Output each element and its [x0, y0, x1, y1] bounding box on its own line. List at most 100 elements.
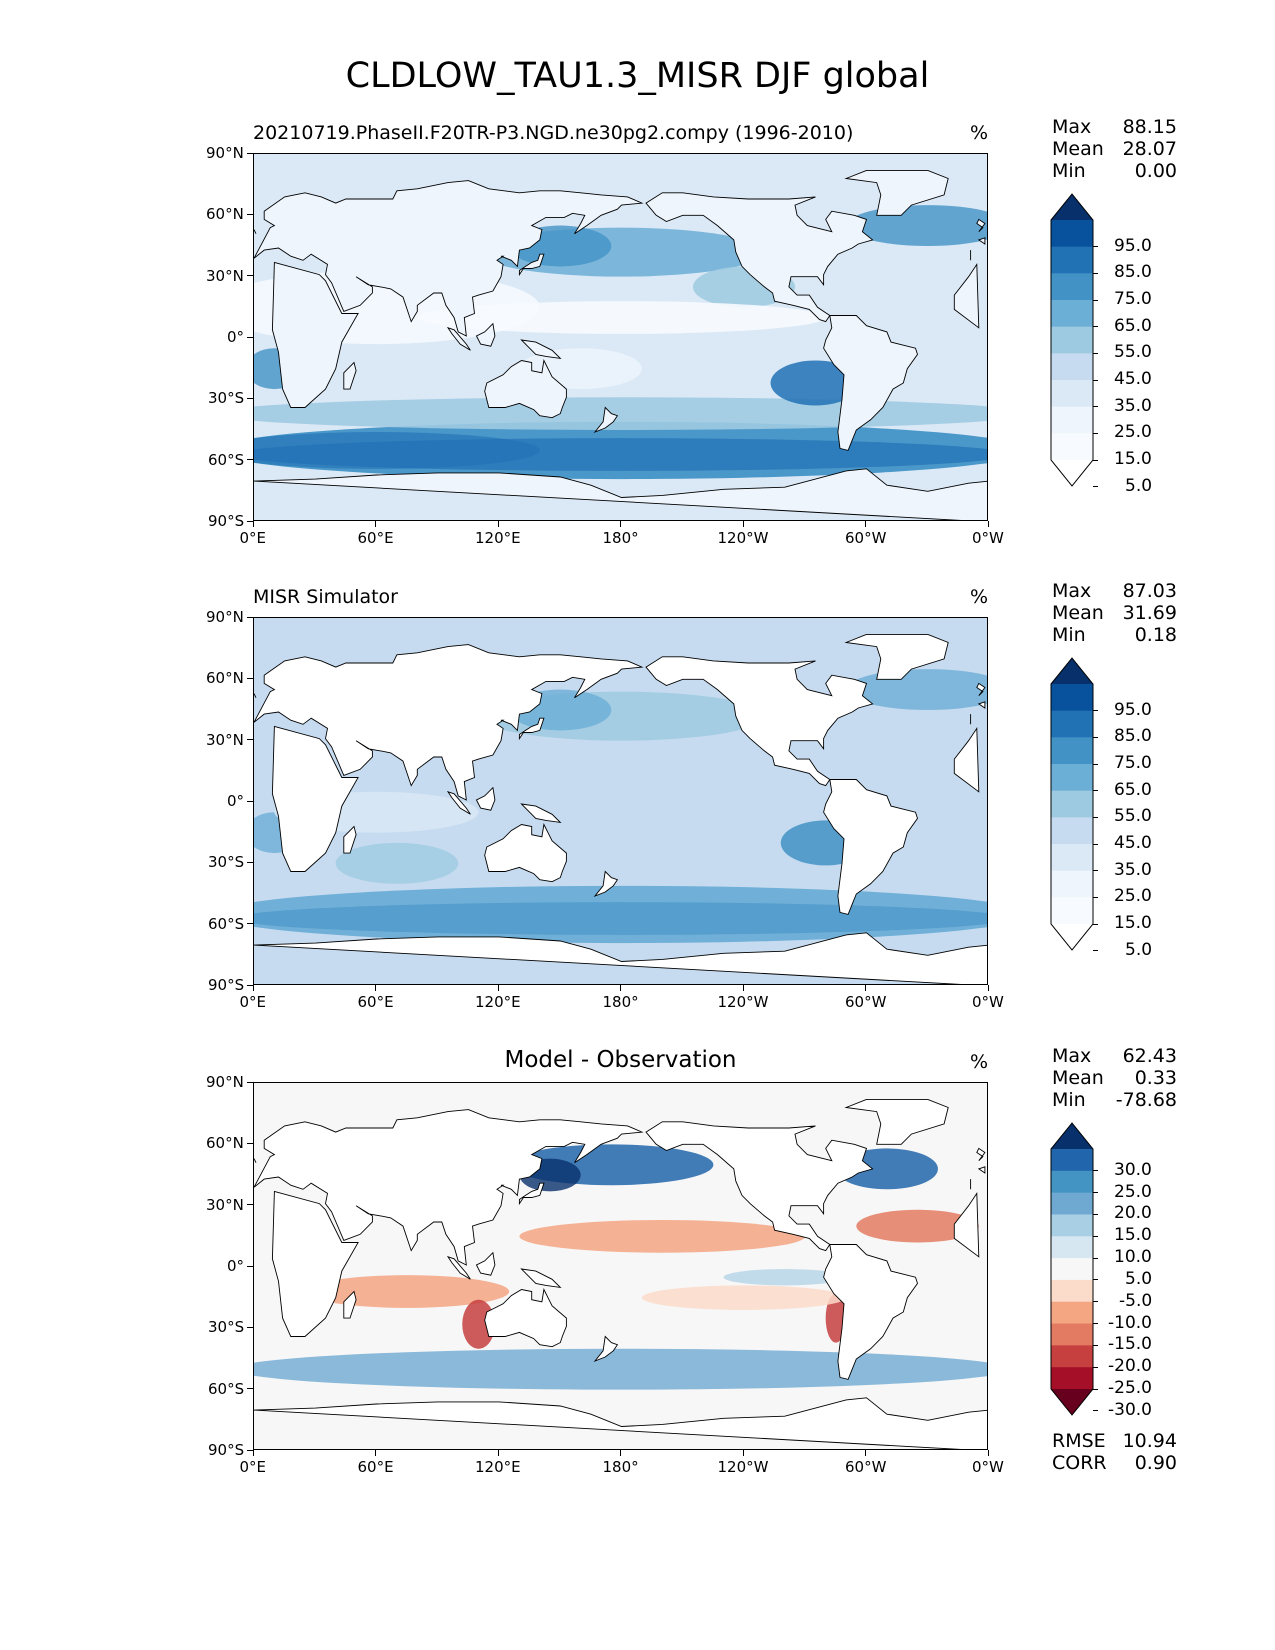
stat-label: Mean [1052, 602, 1104, 624]
colorbar-tick-label: 45.0 [1114, 369, 1152, 389]
stat-label: Min [1052, 160, 1086, 182]
x-tick-label: 0°E [239, 529, 267, 547]
x-tick-label: 60°E [357, 1458, 394, 1476]
colorbar-tick-label: -25.0 [1108, 1378, 1152, 1398]
x-tick-mark [987, 985, 989, 991]
coastline-sumatra [446, 1255, 471, 1280]
coastline-namerica [645, 192, 874, 323]
panel-units: % [970, 1051, 989, 1073]
colorbar-tick-mark [1093, 326, 1098, 328]
x-tick-label: 180° [602, 529, 639, 547]
x-tick-mark [497, 985, 499, 991]
colorbar-tick-label: 75.0 [1114, 753, 1152, 773]
coastline-japan [518, 253, 545, 277]
x-tick-label: 0°W [972, 1458, 1004, 1476]
coastline-madagascar [343, 825, 357, 854]
x-tick-mark [742, 521, 744, 527]
colorbar-tick-label: 15.0 [1114, 449, 1152, 469]
panel-title-left: MISR Simulator [253, 586, 398, 608]
y-tick-label: 90°S [208, 512, 245, 530]
y-tick-label: 90°S [208, 1441, 245, 1459]
colorbar-tick-mark [1093, 710, 1098, 712]
y-tick-label: 30°N [206, 730, 244, 749]
stat-label: Mean [1052, 1067, 1104, 1089]
y-tick-mark [247, 923, 253, 925]
y-tick-mark [247, 1142, 253, 1144]
coastline-newzealand [593, 406, 619, 434]
coastline-madagascar [343, 361, 357, 390]
y-tick-mark [247, 1326, 253, 1328]
y-tick-label: 0° [227, 328, 245, 346]
coastline-newguinea [520, 1268, 562, 1289]
x-tick-mark [742, 1450, 744, 1456]
colorbar-model [1050, 193, 1094, 487]
colorbar-tick-mark [1093, 1213, 1098, 1215]
coastline-borneo [475, 1251, 496, 1276]
colorbar-tick-mark [1093, 763, 1098, 765]
stat-min: Min 0.00 [1052, 160, 1177, 182]
y-tick-label: 60°S [208, 450, 245, 469]
stat-value: 0.18 [1134, 624, 1177, 646]
y-tick-mark [247, 213, 253, 215]
colorbar-tick-label: 95.0 [1114, 235, 1152, 256]
colorbar-tick-mark [1093, 379, 1098, 381]
x-tick-label: 60°E [357, 529, 394, 547]
colorbar-tick-mark [1093, 272, 1098, 274]
colorbar-tick-mark [1093, 432, 1098, 434]
coastline-sumatra [446, 790, 471, 815]
x-tick-mark [497, 521, 499, 527]
stat-value: 87.03 [1122, 580, 1177, 602]
stat-value: 0.00 [1134, 160, 1177, 182]
figure-title: CLDLOW_TAU1.3_MISR DJF global [345, 56, 930, 96]
map-panel-diff [253, 1082, 988, 1450]
coastline-antarctica [254, 1397, 987, 1449]
coastline-greenland [844, 169, 949, 216]
coastline-namerica [645, 1121, 874, 1252]
colorbar-tick-label: 65.0 [1114, 315, 1152, 336]
stat-min: Min -78.68 [1052, 1089, 1177, 1111]
y-tick-label: 60°N [206, 669, 244, 688]
colorbar-tick-mark [1093, 1344, 1098, 1346]
coastline-uk [254, 1147, 986, 1163]
y-tick-mark [247, 459, 253, 461]
coastline-samerica [823, 1244, 918, 1380]
stat-max: Max 87.03 [1052, 580, 1177, 602]
coastline-greenland [844, 1098, 949, 1145]
colorbar-tick-mark [1093, 406, 1098, 408]
coastline-newzealand [593, 870, 619, 898]
colorbar-obs [1050, 657, 1094, 951]
colorbar-tick-label: -15.0 [1108, 1334, 1152, 1355]
colorbar-tick-label: 25.0 [1114, 1181, 1152, 1202]
x-tick-mark [620, 521, 621, 527]
colorbar-tick-label: 5.0 [1125, 939, 1153, 960]
y-tick-label: 30°S [208, 853, 245, 872]
coastline-samerica [823, 779, 918, 915]
y-tick-mark [247, 800, 253, 802]
y-tick-mark [247, 152, 253, 154]
y-tick-mark [247, 984, 253, 986]
x-tick-label: 120°E [475, 1458, 521, 1476]
y-tick-label: 0° [227, 1257, 245, 1275]
colorbar-tick-label: 35.0 [1114, 395, 1152, 416]
colorbar-tick-label: -20.0 [1108, 1356, 1152, 1377]
coastline-japan [518, 717, 545, 741]
stat-label: Min [1052, 624, 1086, 646]
y-tick-mark [247, 616, 253, 618]
stat-label: Min [1052, 1089, 1086, 1111]
coastline-africa [271, 725, 980, 872]
y-tick-mark [247, 1449, 253, 1451]
x-tick-label: 180° [602, 1458, 639, 1476]
colorbar-tick-label: 65.0 [1114, 779, 1152, 800]
y-tick-label: 30°N [206, 266, 244, 285]
x-tick-label: 120°W [717, 529, 769, 547]
colorbar-tick-label: 85.0 [1114, 262, 1152, 283]
colorbar-tick-mark [1093, 459, 1098, 461]
x-tick-label: 60°W [845, 529, 887, 547]
y-tick-mark [247, 739, 253, 741]
stat-label: RMSE [1052, 1430, 1106, 1452]
coastline-sumatra [446, 326, 471, 351]
x-tick-mark [865, 985, 866, 991]
stat-mean: Mean 31.69 [1052, 602, 1177, 624]
map-svg [254, 1083, 987, 1449]
coastline-africa [271, 1190, 980, 1337]
